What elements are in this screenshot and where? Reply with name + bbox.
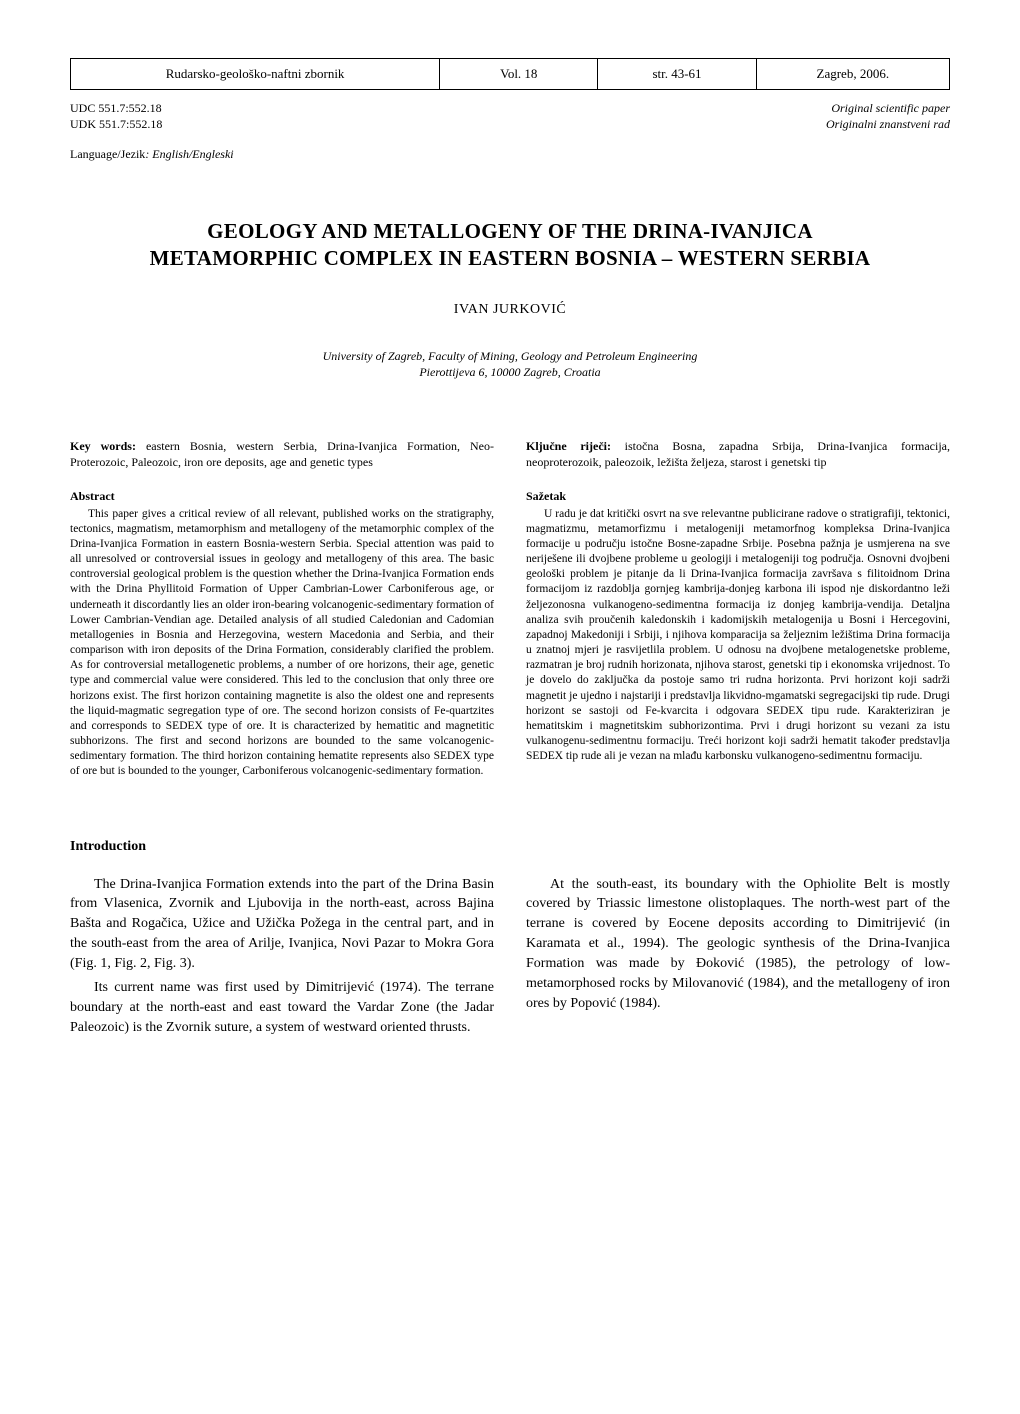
intro-left-p1: The Drina-Ivanjica Formation extends int… bbox=[70, 875, 494, 974]
affiliation-line-1: University of Zagreb, Faculty of Mining,… bbox=[323, 349, 698, 363]
affiliation: University of Zagreb, Faculty of Mining,… bbox=[70, 348, 950, 380]
intro-left-p2: Its current name was first used by Dimit… bbox=[70, 978, 494, 1038]
language-value: : English/Engleski bbox=[145, 147, 233, 161]
title-line-1: GEOLOGY AND METALLOGENY OF THE DRINA-IVA… bbox=[207, 219, 813, 243]
language-label: Language/Jezik bbox=[70, 147, 145, 161]
keywords-en: Key words: eastern Bosnia, western Serbi… bbox=[70, 438, 494, 470]
abstract-hr-heading: Sažetak bbox=[526, 488, 950, 504]
journal-volume: Vol. 18 bbox=[440, 59, 598, 90]
abstract-en-body: This paper gives a critical review of al… bbox=[70, 507, 494, 780]
language-row: Language/Jezik: English/Engleski bbox=[70, 146, 950, 162]
paper-type-en: Original scientific paper bbox=[826, 100, 950, 116]
title-block: GEOLOGY AND METALLOGENY OF THE DRINA-IVA… bbox=[70, 218, 950, 380]
abstract-en-heading: Abstract bbox=[70, 488, 494, 504]
keywords-abstract-columns: Key words: eastern Bosnia, western Serbi… bbox=[70, 438, 950, 780]
udc-line-1: UDC 551.7:552.18 bbox=[70, 100, 162, 116]
meta-row: UDC 551.7:552.18 UDK 551.7:552.18 Origin… bbox=[70, 100, 950, 132]
introduction-heading: Introduction bbox=[70, 838, 950, 857]
left-column: Key words: eastern Bosnia, western Serbi… bbox=[70, 438, 494, 780]
journal-place-year: Zagreb, 2006. bbox=[756, 59, 949, 90]
title-line-2: METAMORPHIC COMPLEX IN EASTERN BOSNIA – … bbox=[150, 246, 871, 270]
introduction-columns: The Drina-Ivanjica Formation extends int… bbox=[70, 875, 950, 1042]
keywords-en-label: Key words: bbox=[70, 439, 136, 453]
abstract-hr-body: U radu je dat kritički osvrt na sve rele… bbox=[526, 507, 950, 765]
intro-right-p1: At the south-east, its boundary with the… bbox=[526, 875, 950, 1014]
udc-codes: UDC 551.7:552.18 UDK 551.7:552.18 bbox=[70, 100, 162, 132]
journal-header-table: Rudarsko-geološko-naftni zbornik Vol. 18… bbox=[70, 58, 950, 90]
udc-line-2: UDK 551.7:552.18 bbox=[70, 116, 162, 132]
right-column: Ključne riječi: istočna Bosna, zapadna S… bbox=[526, 438, 950, 780]
paper-type-hr: Originalni znanstveni rad bbox=[826, 116, 950, 132]
intro-right-column: At the south-east, its boundary with the… bbox=[526, 875, 950, 1042]
paper-type: Original scientific paper Originalni zna… bbox=[826, 100, 950, 132]
affiliation-line-2: Pierottijeva 6, 10000 Zagreb, Croatia bbox=[419, 365, 600, 379]
journal-name: Rudarsko-geološko-naftni zbornik bbox=[71, 59, 440, 90]
journal-pages: str. 43-61 bbox=[598, 59, 756, 90]
keywords-hr-label: Ključne riječi: bbox=[526, 439, 611, 453]
author-name: IVAN JURKOVIĆ bbox=[70, 301, 950, 320]
keywords-hr: Ključne riječi: istočna Bosna, zapadna S… bbox=[526, 438, 950, 470]
intro-left-column: The Drina-Ivanjica Formation extends int… bbox=[70, 875, 494, 1042]
paper-title: GEOLOGY AND METALLOGENY OF THE DRINA-IVA… bbox=[70, 218, 950, 273]
